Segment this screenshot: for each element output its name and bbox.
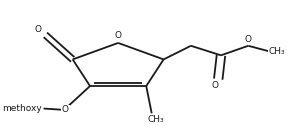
Text: methoxy: methoxy <box>2 104 42 113</box>
Text: CH₃: CH₃ <box>148 115 164 124</box>
Text: O: O <box>212 81 219 90</box>
Text: O: O <box>245 35 252 44</box>
Text: O: O <box>115 31 122 40</box>
Text: CH₃: CH₃ <box>269 47 285 56</box>
Text: O: O <box>62 105 69 114</box>
Text: O: O <box>34 25 41 34</box>
